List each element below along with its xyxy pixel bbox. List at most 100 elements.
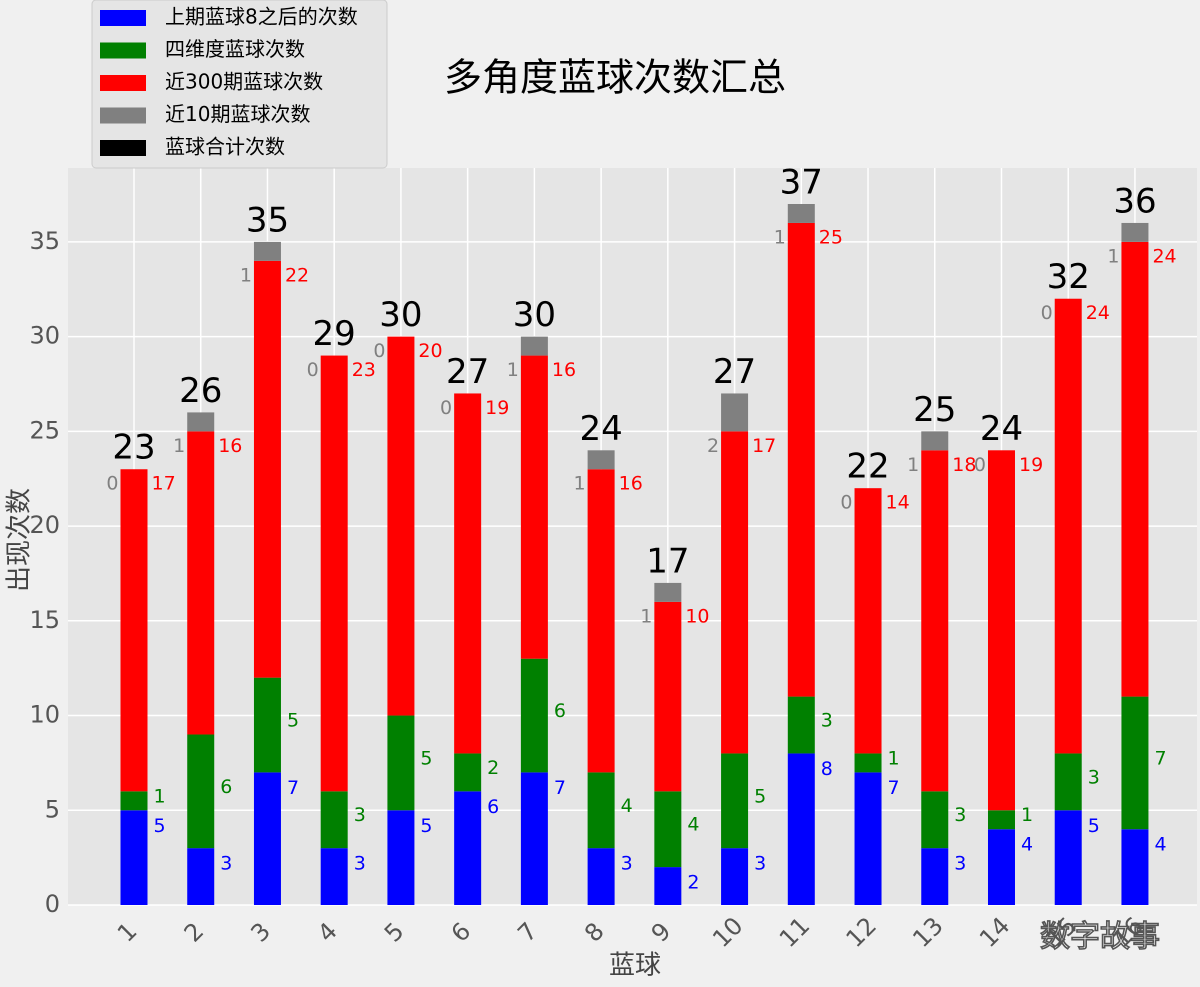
value-label: 19 [485,397,509,419]
value-label: 22 [285,264,309,286]
legend-label: 上期蓝球8之后的次数 [165,5,358,29]
chart-title: 多角度蓝球次数汇总 [444,56,786,100]
value-label: 5 [420,747,432,769]
value-label: 1 [574,473,586,495]
y-tick-label: 10 [29,701,60,729]
bar-segment [387,810,415,905]
value-label: 16 [619,473,643,495]
value-label: 7 [554,777,566,799]
y-tick-label: 0 [45,890,60,918]
value-label: 23 [352,359,376,381]
bar-segment [320,355,348,792]
total-label: 35 [246,200,289,240]
value-label: 14 [886,492,910,514]
bar-segment [387,715,415,811]
total-label: 32 [1047,257,1090,297]
bar-segment [787,203,815,223]
total-label: 30 [379,295,422,335]
bar-segment [320,848,348,905]
total-label: 24 [980,409,1023,449]
value-label: 16 [218,435,242,457]
value-label: 6 [554,700,566,722]
total-label: 30 [513,295,556,335]
bar-segment [921,791,949,849]
value-label: 5 [420,815,432,837]
bar-segment [921,848,949,905]
value-label: 5 [754,785,766,807]
value-label: 25 [819,226,843,248]
y-tick-label: 35 [29,227,60,255]
value-label: 0 [1041,302,1053,324]
value-label: 3 [621,853,633,875]
bar-segment [721,848,749,905]
bar-segment [187,412,215,432]
value-label: 1 [1107,245,1119,267]
legend-swatch [100,140,146,156]
value-label: 5 [287,710,299,732]
bar-segment [987,810,1015,830]
total-label: 37 [780,162,823,202]
value-label: 0 [840,492,852,514]
y-axis-label: 出现次数 [5,488,35,592]
bar-segment [587,772,615,849]
bar-segment [854,753,882,773]
value-label: 0 [106,473,118,495]
total-label: 27 [446,352,489,392]
legend-swatch [100,75,146,91]
bar-segment [921,450,949,792]
y-tick-label: 15 [29,606,60,634]
value-label: 24 [1086,302,1110,324]
value-label: 0 [373,340,385,362]
bar-segment [187,848,215,905]
bar-segment [654,582,682,602]
bar-segment [1054,810,1082,905]
bar-segment [120,810,148,905]
bar-segment [854,772,882,905]
bar-segment [854,488,882,754]
legend-swatch [100,107,146,124]
legend-label: 近300期蓝球次数 [165,70,323,94]
bar-segment [387,336,415,716]
total-label: 17 [646,541,689,581]
bar-segment [587,450,615,470]
value-label: 0 [307,359,319,381]
bar-segment [987,829,1015,905]
value-label: 3 [220,853,232,875]
value-label: 1 [907,454,919,476]
legend-label: 蓝球合计次数 [165,135,285,159]
value-label: 4 [1021,834,1033,856]
value-label: 8 [821,758,833,780]
bar-segment [787,753,815,905]
value-label: 7 [1154,747,1166,769]
value-label: 5 [154,815,166,837]
value-label: 3 [954,804,966,826]
bar-segment [1121,241,1149,697]
bar-segment [1054,298,1082,754]
bar-segment [253,241,281,261]
total-label: 23 [112,428,155,468]
value-label: 1 [173,435,185,457]
value-label: 4 [621,795,633,817]
value-label: 7 [287,777,299,799]
bar-segment [520,658,548,773]
value-label: 20 [418,340,442,362]
value-label: 19 [1019,454,1043,476]
value-label: 0 [974,454,986,476]
legend-label: 近10期蓝球次数 [165,102,310,126]
value-label: 3 [754,853,766,875]
bar-segment [987,450,1015,811]
bar-segment [320,791,348,849]
value-label: 3 [354,804,366,826]
value-label: 2 [687,872,699,894]
bar-segment [520,355,548,659]
value-label: 1 [507,359,519,381]
bar-segment [1121,696,1149,830]
value-label: 3 [1088,766,1100,788]
legend-box [91,0,388,169]
bar-segment [454,393,482,754]
value-label: 10 [685,605,709,627]
value-label: 2 [707,435,719,457]
total-label: 22 [846,447,889,487]
bar-segment [654,791,682,868]
total-label: 36 [1113,181,1156,221]
